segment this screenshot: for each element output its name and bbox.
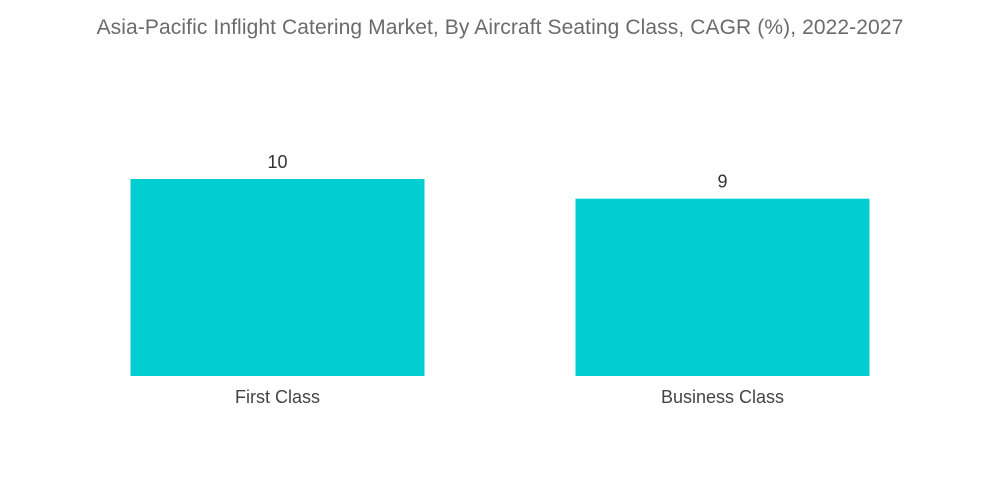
data-label: 10 [267,152,287,172]
data-label: 9 [717,172,727,192]
chart-title: Asia-Pacific Inflight Catering Market, B… [96,16,904,39]
bar-business-class [575,198,870,376]
x-tick-label: Business Class [661,387,784,407]
x-tick-label: First Class [235,387,320,407]
bar-first-class [130,179,425,376]
